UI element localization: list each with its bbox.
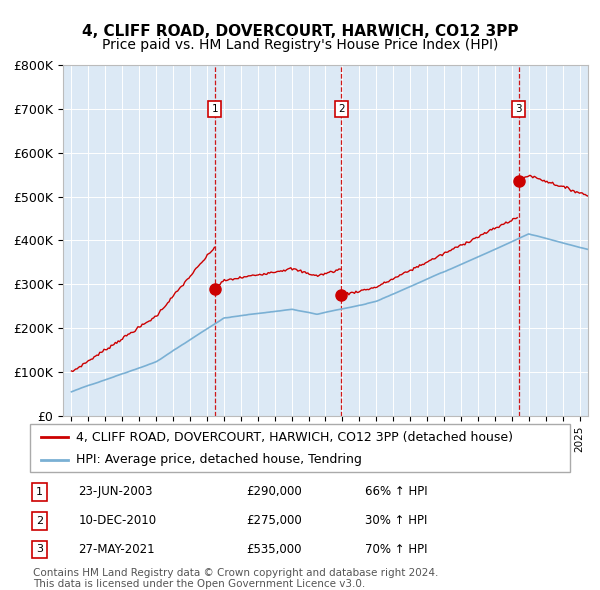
Text: Contains HM Land Registry data © Crown copyright and database right 2024.
This d: Contains HM Land Registry data © Crown c… [33, 568, 439, 589]
Text: 1: 1 [36, 487, 43, 497]
Text: 27-MAY-2021: 27-MAY-2021 [79, 543, 155, 556]
Text: £275,000: £275,000 [246, 514, 302, 527]
Text: HPI: Average price, detached house, Tendring: HPI: Average price, detached house, Tend… [76, 453, 362, 467]
Text: £290,000: £290,000 [246, 486, 302, 499]
Text: 2: 2 [338, 104, 345, 114]
Text: 70% ↑ HPI: 70% ↑ HPI [365, 543, 427, 556]
Text: 3: 3 [36, 545, 43, 555]
FancyBboxPatch shape [30, 424, 570, 472]
Text: 10-DEC-2010: 10-DEC-2010 [79, 514, 157, 527]
Text: 30% ↑ HPI: 30% ↑ HPI [365, 514, 427, 527]
Text: £535,000: £535,000 [246, 543, 302, 556]
Text: 1: 1 [212, 104, 218, 114]
Text: 23-JUN-2003: 23-JUN-2003 [79, 486, 153, 499]
Text: 66% ↑ HPI: 66% ↑ HPI [365, 486, 427, 499]
Text: 4, CLIFF ROAD, DOVERCOURT, HARWICH, CO12 3PP (detached house): 4, CLIFF ROAD, DOVERCOURT, HARWICH, CO12… [76, 431, 513, 444]
Text: 3: 3 [515, 104, 522, 114]
Text: 2: 2 [36, 516, 43, 526]
Text: 4, CLIFF ROAD, DOVERCOURT, HARWICH, CO12 3PP: 4, CLIFF ROAD, DOVERCOURT, HARWICH, CO12… [82, 24, 518, 38]
Text: Price paid vs. HM Land Registry's House Price Index (HPI): Price paid vs. HM Land Registry's House … [102, 38, 498, 53]
